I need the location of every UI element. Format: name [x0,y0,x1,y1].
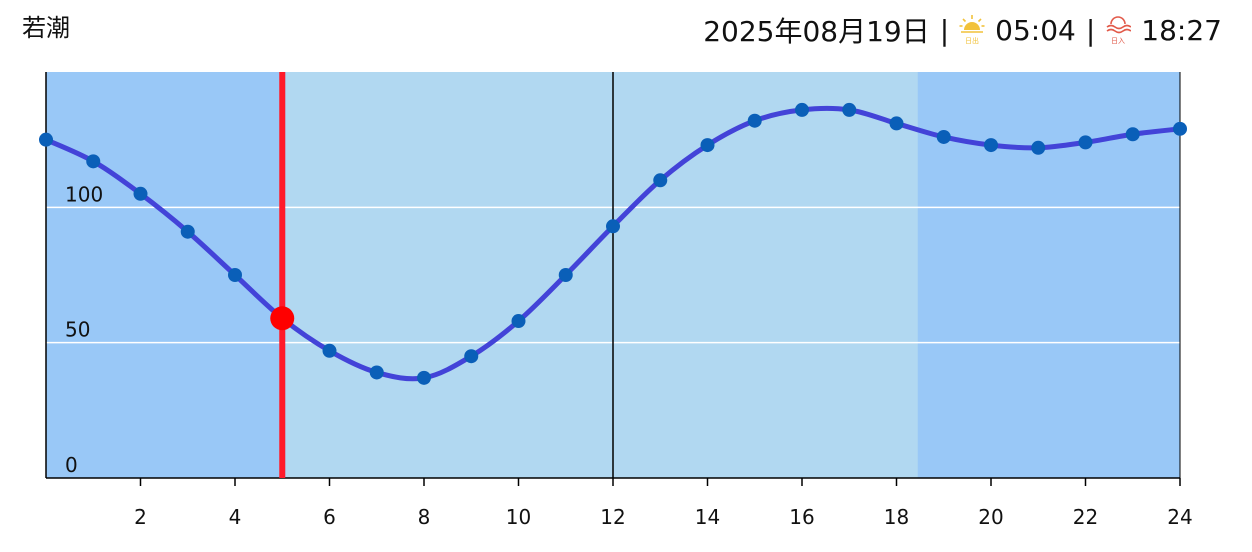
tide-type-label: 若潮 [22,14,70,42]
tide-data-point [133,186,148,201]
tide-data-point [795,102,809,117]
sunset-time: 18:27 [1141,13,1222,47]
x-tick-label: 20 [978,505,1003,529]
x-tick-label: 16 [789,505,814,529]
tide-data-point [39,132,53,147]
tide-data-point [653,173,668,188]
date-text: 2025年08月19日 [703,15,930,48]
tide-data-point [700,138,715,153]
x-tick-label: 2 [134,505,147,529]
tide-data-point [511,314,526,329]
sunrise-time: 05:04 [995,13,1076,47]
y-tick-label: 0 [65,453,78,477]
x-tick-label: 4 [229,505,242,529]
x-tick-label: 10 [506,505,531,529]
tide-data-point [747,113,762,128]
tide-data-point [417,370,431,385]
y-tick-label: 100 [65,182,103,206]
x-tick-label: 12 [600,505,625,529]
tide-data-point [322,343,337,358]
tide-data-point [1078,135,1093,150]
x-tick-label: 24 [1167,505,1192,529]
x-tick-label: 22 [1073,505,1098,529]
separator: | [1085,13,1096,47]
tide-data-point [606,219,620,234]
sunrise-icon-label: 日出 [965,36,979,45]
y-tick-label: 50 [65,318,90,342]
tide-data-point [180,224,195,239]
tide-data-point [1031,140,1046,155]
sunset-icon: 日入 [1105,14,1132,46]
separator: | [939,13,950,47]
tide-data-point [889,116,904,131]
tide-data-point [1173,121,1187,136]
sunrise-icon: 日出 [959,14,985,46]
x-tick-label: 6 [323,505,336,529]
date-sun-info: 2025年08月19日 | 日出 05:04 | 日入 18 [703,10,1222,50]
tide-data-point [228,268,242,282]
tide-data-point [86,154,101,169]
plot-area-daylight-band [285,72,918,478]
x-tick-label: 18 [884,505,909,529]
tide-data-point [842,102,857,117]
tide-data-point [984,138,998,153]
tide-data-point [369,365,384,380]
x-tick-label: 8 [418,505,431,529]
tide-data-point [936,129,951,144]
tide-data-point [1125,127,1140,142]
sunset-icon-label: 日入 [1111,37,1125,45]
current-time-point [270,306,295,331]
x-tick-label: 14 [695,505,720,529]
tide-data-point [558,268,573,282]
tide-data-point [464,349,479,364]
